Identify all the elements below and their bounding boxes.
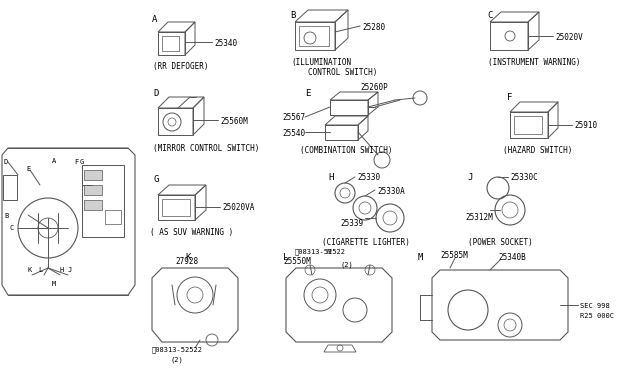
Text: (HAZARD SWITCH): (HAZARD SWITCH) — [503, 145, 572, 154]
Text: (2): (2) — [170, 357, 183, 363]
Text: K: K — [28, 267, 32, 273]
Text: 倈08313-52522: 倈08313-52522 — [152, 347, 203, 353]
Text: 25330: 25330 — [357, 173, 380, 182]
Text: 25550M: 25550M — [283, 257, 311, 266]
Bar — [84, 200, 102, 210]
Text: 25312M: 25312M — [465, 214, 493, 222]
Text: G: G — [153, 176, 158, 185]
Text: 25020VA: 25020VA — [222, 203, 254, 212]
Text: H: H — [328, 173, 333, 182]
Text: 25260P: 25260P — [360, 83, 388, 93]
Text: 25330C: 25330C — [510, 173, 538, 183]
Text: 25910: 25910 — [574, 122, 597, 131]
Text: (COMBINATION SWITCH): (COMBINATION SWITCH) — [300, 145, 392, 154]
Text: 25340: 25340 — [214, 38, 237, 48]
Text: F: F — [507, 93, 513, 102]
Text: 25020V: 25020V — [555, 32, 583, 42]
Text: 25585M: 25585M — [440, 250, 468, 260]
Text: D: D — [4, 159, 8, 165]
Text: 25330A: 25330A — [377, 186, 404, 196]
Bar — [82, 165, 124, 237]
Text: G: G — [80, 159, 84, 165]
Text: A: A — [152, 16, 157, 25]
Text: L: L — [38, 267, 42, 273]
Text: L: L — [283, 253, 289, 263]
Text: R25 000C: R25 000C — [580, 313, 614, 319]
Text: CONTROL SWITCH): CONTROL SWITCH) — [308, 67, 378, 77]
Text: SEC 998: SEC 998 — [580, 303, 610, 309]
Text: 25280: 25280 — [362, 22, 385, 32]
Text: 25340B: 25340B — [498, 253, 525, 262]
Text: D: D — [153, 89, 158, 97]
Text: 25540: 25540 — [282, 128, 305, 138]
Text: K: K — [185, 253, 190, 263]
Text: (RR DEFOGER): (RR DEFOGER) — [153, 61, 209, 71]
Bar — [105, 210, 121, 224]
Text: 25560M: 25560M — [220, 116, 248, 125]
Text: J: J — [68, 267, 72, 273]
Text: 27928: 27928 — [175, 257, 198, 266]
Bar — [84, 170, 102, 180]
Text: B: B — [4, 213, 8, 219]
Text: E: E — [305, 89, 310, 97]
Text: B: B — [290, 12, 296, 20]
Text: (POWER SOCKET): (POWER SOCKET) — [468, 237, 532, 247]
Text: 倈08313-52522: 倈08313-52522 — [295, 249, 346, 255]
Text: F: F — [74, 159, 78, 165]
Text: (ILLUMINATION: (ILLUMINATION — [291, 58, 351, 67]
Text: (CIGARETTE LIGHTER): (CIGARETTE LIGHTER) — [322, 237, 410, 247]
Text: J: J — [467, 173, 472, 182]
Bar — [3, 175, 17, 200]
Text: (MIRROR CONTROL SWITCH): (MIRROR CONTROL SWITCH) — [153, 144, 259, 153]
Text: 25567: 25567 — [282, 113, 305, 122]
Text: H: H — [60, 267, 64, 273]
Text: (INSTRUMENT WARNING): (INSTRUMENT WARNING) — [488, 58, 580, 67]
Text: M: M — [52, 281, 56, 287]
Text: M: M — [323, 249, 332, 255]
Text: 25339: 25339 — [340, 219, 363, 228]
Text: M: M — [418, 253, 424, 263]
Text: E: E — [26, 166, 30, 172]
Text: (2): (2) — [340, 262, 353, 268]
Bar — [84, 185, 102, 195]
Text: C: C — [10, 225, 14, 231]
Text: A: A — [52, 158, 56, 164]
Text: C: C — [487, 12, 492, 20]
Text: ( AS SUV WARNING ): ( AS SUV WARNING ) — [150, 228, 233, 237]
